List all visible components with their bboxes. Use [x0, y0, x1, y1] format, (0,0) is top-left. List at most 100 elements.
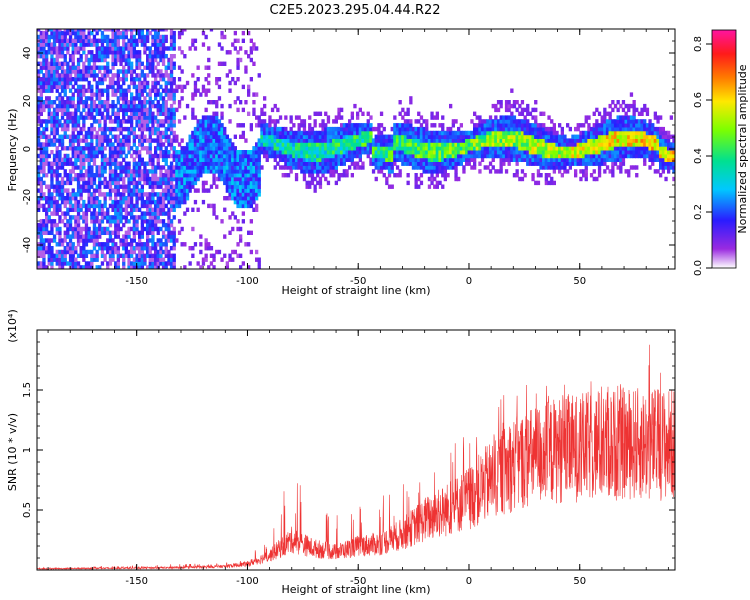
heatmap-cell [71, 138, 75, 143]
heatmap-cell [58, 203, 62, 209]
heatmap-cell [196, 77, 200, 82]
heatmap-cell [100, 146, 105, 151]
heatmap-cell [217, 249, 222, 255]
heatmap-cell [526, 111, 530, 116]
heatmap-cell [422, 134, 426, 139]
heatmap-cell [63, 130, 67, 136]
heatmap-cell [446, 150, 450, 155]
heatmap-cell [510, 103, 514, 109]
heatmap-cell [37, 119, 41, 124]
heatmap-cell [114, 169, 118, 174]
heatmap-cell [151, 261, 155, 266]
heatmap-cell [348, 130, 352, 136]
heatmap-cell [544, 138, 548, 143]
heatmap-cell [82, 100, 86, 105]
heatmap-cell [228, 192, 232, 197]
heatmap-cell [37, 29, 41, 32]
heatmap-cell [146, 119, 150, 124]
heatmap-cell [611, 123, 615, 128]
heatmap-cell [613, 153, 618, 159]
heatmap-cell [87, 265, 91, 269]
heatmap-cell [515, 126, 519, 132]
heatmap-cell [42, 153, 46, 159]
heatmap-cell [504, 157, 509, 162]
heatmap-cell [90, 176, 94, 182]
heatmap-cell [385, 180, 389, 186]
heatmap-cell [348, 126, 352, 132]
heatmap-cell [66, 226, 70, 232]
heatmap-cell [108, 215, 113, 220]
heatmap-cell [175, 188, 179, 193]
heatmap-cell [478, 169, 482, 174]
heatmap-cell [161, 142, 166, 147]
heatmap-cell [406, 138, 410, 143]
heatmap-cell [401, 161, 405, 166]
heatmap-cell [159, 119, 163, 124]
heatmap-cell [180, 146, 184, 151]
heatmap-cell [374, 165, 378, 170]
heatmap-cell [504, 138, 509, 143]
heatmap-cell [47, 107, 51, 113]
heatmap-cell [217, 130, 222, 136]
heatmap-cell [180, 184, 184, 189]
heatmap-cell [39, 46, 43, 51]
heatmap-cell [111, 88, 115, 93]
heatmap-cell [124, 153, 128, 159]
heatmap-cell [624, 134, 628, 139]
heatmap-cell [212, 119, 216, 124]
heatmap-cell [82, 138, 86, 143]
heatmap-cell [236, 123, 240, 128]
heatmap-cell [212, 142, 216, 147]
heatmap-cell [300, 138, 304, 143]
heatmap-cell [470, 146, 474, 151]
heatmap-cell [563, 134, 567, 139]
heatmap-cell [130, 242, 134, 247]
heatmap-cell [100, 126, 105, 132]
heatmap-cell [217, 161, 222, 166]
heatmap-cell [204, 169, 208, 174]
heatmap-cell [263, 146, 267, 151]
heatmap-cell [499, 130, 503, 136]
heatmap-cell [84, 238, 89, 243]
heatmap-cell [175, 192, 179, 197]
heatmap-cell [297, 138, 301, 143]
heatmap-cell [130, 265, 134, 269]
heatmap-cell [345, 157, 349, 162]
heatmap-cell [587, 123, 591, 128]
heatmap-cell [390, 134, 394, 139]
heatmap-cell [433, 157, 437, 162]
heatmap-cell [611, 150, 615, 155]
heatmap-cell [534, 153, 538, 159]
heatmap-cell [148, 203, 152, 209]
heatmap-cell [60, 34, 65, 40]
heatmap-cell [616, 138, 620, 143]
heatmap-cell [95, 238, 99, 243]
heatmap-cell [217, 146, 222, 151]
heatmap-cell [592, 111, 596, 116]
heatmap-cell [71, 234, 75, 239]
heatmap-cell [592, 161, 596, 166]
heatmap-cell [151, 219, 155, 224]
heatmap-cell [374, 157, 378, 162]
heatmap-cell [100, 226, 105, 232]
heatmap-cell [454, 119, 458, 124]
heatmap-cell [159, 130, 163, 136]
heatmap-cell [122, 180, 126, 186]
heatmap-cell [140, 246, 144, 251]
heatmap-cell [95, 257, 99, 262]
heatmap-cell [71, 169, 75, 174]
heatmap-cell [217, 173, 222, 178]
heatmap-cell [47, 230, 51, 235]
heatmap-cell [135, 88, 139, 93]
heatmap-cell [167, 222, 171, 228]
heatmap-cell [249, 180, 253, 186]
heatmap-cell [374, 176, 378, 182]
heatmap-cell [215, 169, 219, 174]
heatmap-cell [212, 115, 216, 120]
heatmap-cell [387, 153, 392, 159]
heatmap-cell [478, 130, 482, 136]
heatmap-cell [124, 42, 128, 47]
heatmap-cell [342, 142, 346, 147]
heatmap-cell [169, 42, 174, 47]
heatmap-cell [185, 207, 190, 212]
